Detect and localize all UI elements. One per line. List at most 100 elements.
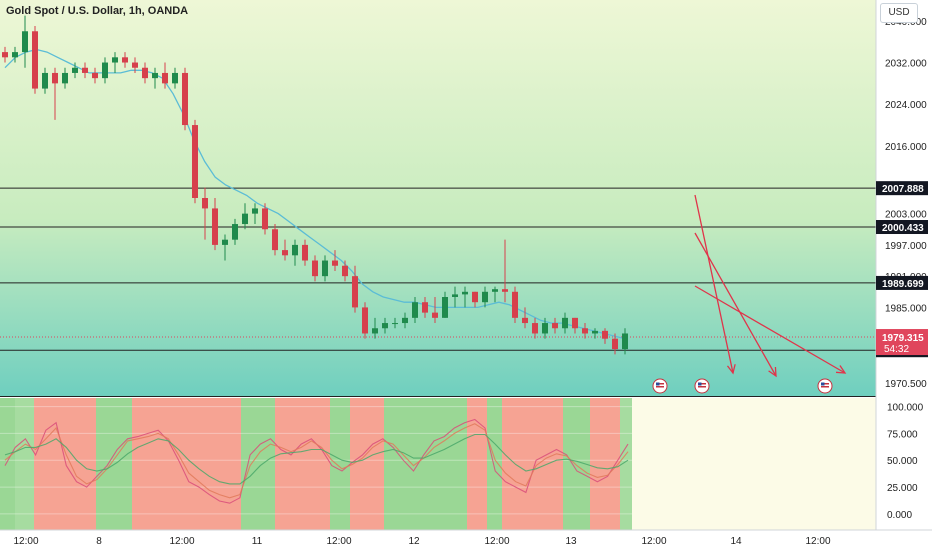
arrow-head-icon xyxy=(835,365,847,374)
last-price-tag xyxy=(876,329,928,356)
candle-body xyxy=(622,333,628,350)
candle-body xyxy=(382,323,388,329)
oscillator-tick-label: 25.000 xyxy=(887,483,918,494)
candle-body xyxy=(452,294,458,297)
candle-body xyxy=(602,330,608,339)
candle-body xyxy=(32,31,38,89)
chart-title: Gold Spot / U.S. Dollar, 1h, OANDA xyxy=(6,5,189,17)
candle-body xyxy=(322,260,328,277)
candle-body xyxy=(212,208,218,245)
oscillator-tick-label: 0.000 xyxy=(887,510,912,521)
overbought-zone xyxy=(467,398,487,530)
candle-body xyxy=(562,317,568,329)
countdown-label: 54:32 xyxy=(884,344,909,355)
time-tick-label: 12:00 xyxy=(169,536,194,547)
time-tick-label: 12:00 xyxy=(13,536,38,547)
price-tick-label: 1970.500 xyxy=(885,379,927,390)
level-price-label: 2000.433 xyxy=(882,223,924,234)
candle-body xyxy=(62,72,68,84)
neutral-zone xyxy=(384,398,467,530)
time-tick-label: 12:00 xyxy=(805,536,830,547)
candle-body xyxy=(482,291,488,303)
forecast-arrow xyxy=(694,285,846,374)
time-tick-label: 14 xyxy=(730,536,742,547)
neutral-zone xyxy=(487,398,502,530)
candle-body xyxy=(372,328,378,334)
candle-body xyxy=(82,67,88,73)
candle-body xyxy=(572,317,578,329)
candle-body xyxy=(222,239,228,245)
moving-average-line xyxy=(4,48,626,340)
time-tick-label: 12 xyxy=(408,536,420,547)
candle-body xyxy=(582,328,588,334)
candle-body xyxy=(342,265,348,277)
candle-body xyxy=(442,297,448,318)
last-price-label: 1979.315 xyxy=(882,333,924,344)
oscillator-tick-label: 50.000 xyxy=(887,456,918,467)
oscillator-tick-label: 100.000 xyxy=(887,403,924,414)
candle-body xyxy=(522,317,528,324)
candle-body xyxy=(542,323,548,334)
neutral-zone xyxy=(330,398,350,530)
overbought-zone xyxy=(350,398,384,530)
candle-body xyxy=(402,317,408,324)
price-axis xyxy=(876,0,932,550)
candle-body xyxy=(492,289,498,292)
oscillator-future-area xyxy=(632,398,876,530)
price-tick-label: 2016.000 xyxy=(885,142,927,153)
candle-body xyxy=(72,67,78,73)
neutral-zone xyxy=(0,398,15,530)
overbought-zone xyxy=(34,398,96,530)
candle-body xyxy=(292,244,298,256)
candle-body xyxy=(232,224,238,240)
candle-body xyxy=(422,302,428,313)
forecast-arrow xyxy=(694,232,777,377)
candle-body xyxy=(432,312,438,318)
oscillator-tick-label: 75.000 xyxy=(887,429,918,440)
candle-body xyxy=(592,330,598,334)
candle-body xyxy=(102,62,108,79)
candle-body xyxy=(262,208,268,230)
time-axis xyxy=(0,530,876,550)
candle-body xyxy=(312,260,318,277)
neutral-zone xyxy=(241,398,275,530)
level-price-label: 1989.699 xyxy=(882,279,924,290)
candle-body xyxy=(42,72,48,89)
candle-body xyxy=(552,323,558,329)
overbought-zone xyxy=(275,398,330,530)
candle-body xyxy=(352,276,358,308)
us-flag-icon xyxy=(694,378,710,394)
overbought-zone xyxy=(502,398,563,530)
candle-body xyxy=(362,307,368,334)
overbought-zone xyxy=(132,398,241,530)
candle-body xyxy=(172,72,178,84)
candle-body xyxy=(122,57,128,63)
candle-body xyxy=(472,291,478,303)
candle-body xyxy=(142,67,148,79)
currency-button[interactable]: USD xyxy=(880,3,918,23)
candle-body xyxy=(532,323,538,334)
candle-body xyxy=(612,338,618,350)
candle-body xyxy=(22,31,28,53)
candle-body xyxy=(192,125,198,198)
level-price-tag xyxy=(876,275,928,290)
candle-body xyxy=(272,229,278,251)
forecast-arrow xyxy=(694,194,734,374)
candle-body xyxy=(152,72,158,79)
oscillator-line xyxy=(4,433,629,485)
main-pane xyxy=(0,0,876,396)
price-tick-label: 2032.000 xyxy=(885,59,927,70)
time-tick-label: 11 xyxy=(252,536,263,547)
candle-body xyxy=(132,62,138,68)
price-tick-label: 1997.000 xyxy=(885,241,927,252)
candle-body xyxy=(2,52,8,58)
candle-body xyxy=(52,72,58,84)
level-price-label: 2007.888 xyxy=(882,184,924,195)
level-price-tag xyxy=(876,181,928,196)
price-tick-label: 2003.000 xyxy=(885,210,927,221)
time-tick-label: 8 xyxy=(96,536,102,547)
us-flag-icon xyxy=(817,378,833,394)
candle-body xyxy=(182,72,188,126)
candle-body xyxy=(332,260,338,266)
